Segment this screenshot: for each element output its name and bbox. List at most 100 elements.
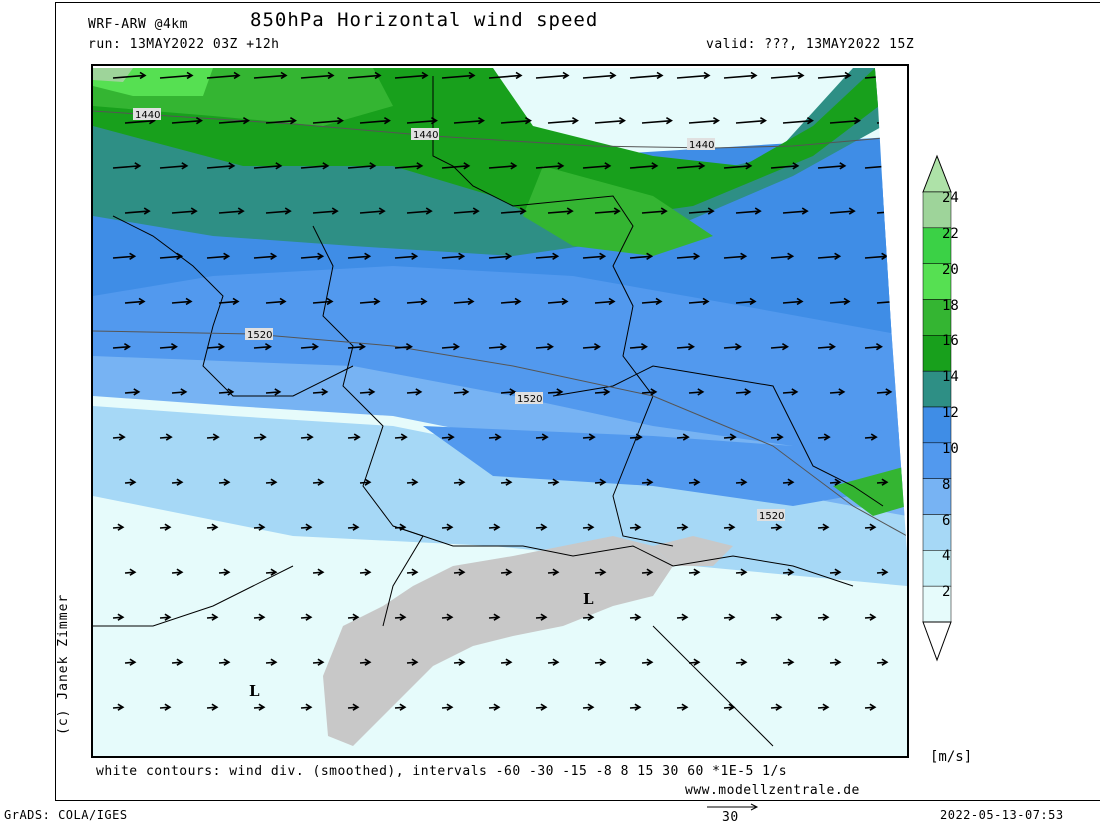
wind-vector-arrow <box>594 207 621 215</box>
wind-vector-arrow <box>782 207 809 215</box>
wind-vector-arrow <box>864 613 877 621</box>
wind-vector-arrow <box>641 658 654 666</box>
wind-vector-arrow <box>265 568 278 576</box>
wind-vector-arrow <box>535 433 549 441</box>
low-pressure-marker: L <box>583 590 594 608</box>
colorbar-cell <box>922 550 952 587</box>
wind-vector-arrow <box>770 523 783 531</box>
wind-vector-arrow <box>265 388 282 396</box>
wind-vector-arrow <box>688 388 705 396</box>
wind-vector-arrow <box>676 703 689 711</box>
wind-vector-arrow <box>500 478 513 486</box>
wind-vector-arrow <box>547 568 560 576</box>
wind-vector-arrow <box>359 207 386 215</box>
contour-label: 1520 <box>247 330 272 341</box>
colorbar-cell <box>922 370 952 408</box>
colorbar-cell <box>922 335 952 372</box>
wind-vector-arrow <box>782 297 804 306</box>
wind-vector-arrow <box>312 297 334 306</box>
wind-vector-arrow <box>394 703 407 711</box>
wind-vector-arrow <box>265 658 278 666</box>
wind-vector-arrow <box>441 162 471 170</box>
wind-vector-arrow <box>206 162 236 170</box>
contour-label: 1440 <box>413 130 438 141</box>
wind-vector-arrow <box>206 433 220 441</box>
wind-vector-arrow <box>453 478 466 486</box>
contour-label-box <box>133 108 161 120</box>
contours-note: white contours: wind div. (smoothed), in… <box>96 764 788 779</box>
wind-vector-arrow <box>829 207 856 215</box>
colorbar-unit: [m/s] <box>930 749 973 765</box>
wind-vector-arrow <box>171 116 203 125</box>
contour-label: 1440 <box>135 110 160 121</box>
wind-vector-arrow <box>488 523 501 531</box>
wind-vector-arrow <box>406 297 428 306</box>
wind-vector-arrow <box>159 613 172 621</box>
wind-vector-arrow <box>582 71 617 80</box>
wind-vector-arrow <box>594 116 626 125</box>
wind-vector-arrow <box>312 658 325 666</box>
wind-vector-arrow <box>359 388 376 396</box>
wind-vector-arrow <box>535 71 570 80</box>
wind-vector-arrow <box>453 116 485 125</box>
wind-vector-arrow <box>629 613 642 621</box>
wind-vector-arrow <box>359 658 372 666</box>
wind-vector-arrow <box>159 252 184 260</box>
wind-vector-arrow <box>594 478 607 486</box>
wind-vector-arrow <box>723 433 737 441</box>
wind-vector-arrow <box>582 252 607 260</box>
wind-vector-arrow <box>735 207 762 215</box>
wind-vector-arrow <box>394 162 424 170</box>
wind-vector-arrow <box>723 71 758 80</box>
wind-vector-arrow <box>394 523 407 531</box>
wind-vector-arrow <box>782 116 814 125</box>
wind-vector-arrow <box>535 343 554 351</box>
wind-vector-arrow <box>312 568 325 576</box>
wind-vector-arrow <box>441 703 454 711</box>
colorbar-cell <box>922 227 952 264</box>
wind-vector-arrow <box>347 252 372 260</box>
wind-vector-arrow <box>864 523 877 531</box>
wind-vector-arrow <box>159 433 173 441</box>
wind-vector-arrow <box>735 478 748 486</box>
wind-vector-arrow <box>124 207 151 215</box>
contour-label-box <box>411 128 439 140</box>
wind-vector-arrow <box>300 703 313 711</box>
wind-vector-arrow <box>723 343 742 351</box>
wind-vector-arrow <box>171 658 184 666</box>
wind-vector-arrow <box>817 433 831 441</box>
wind-vector-arrow <box>735 658 748 666</box>
low-pressure-marker: L <box>249 682 260 700</box>
colorbar-tick-label: 6 <box>942 512 951 529</box>
contour-label-box <box>687 138 715 150</box>
wind-vector-arrow <box>629 71 664 80</box>
wind-vector-arrow <box>676 162 706 170</box>
wind-vector-arrow <box>876 388 893 396</box>
wind-vector-arrow <box>488 613 501 621</box>
wind-vector-arrow <box>159 162 189 170</box>
wind-vector-arrow <box>159 343 178 351</box>
wind-vector-arrow <box>112 523 125 531</box>
wind-vector-arrow <box>488 162 518 170</box>
wind-vector-arrow <box>265 116 297 125</box>
run-time: run: 13MAY2022 03Z +12h <box>88 37 280 52</box>
wind-vector-arrow <box>112 613 125 621</box>
wind-vector-arrow <box>347 71 382 80</box>
wind-vector-arrow <box>829 297 851 306</box>
wind-vector-arrow <box>535 523 548 531</box>
wind-vector-arrow <box>500 116 532 125</box>
wind-vector-arrow <box>770 343 789 351</box>
colorbar-cell <box>922 585 952 623</box>
wind-vector-arrow <box>488 71 523 80</box>
chart-title: 850hPa Horizontal wind speed <box>250 9 599 31</box>
wind-vector-arrow <box>782 658 795 666</box>
wind-vector-arrow <box>300 71 335 80</box>
wind-vector-arrow <box>629 343 648 351</box>
wind-vector-arrow <box>817 523 830 531</box>
wind-vector-arrow <box>582 703 595 711</box>
wind-vector-arrow <box>770 613 783 621</box>
wind-map: 1440 1440 1440 1520 1520 1520 L L <box>91 64 909 758</box>
model-label: WRF-ARW @4km <box>88 17 188 32</box>
wind-vector-arrow <box>688 658 701 666</box>
wind-vector-arrow <box>300 343 319 351</box>
